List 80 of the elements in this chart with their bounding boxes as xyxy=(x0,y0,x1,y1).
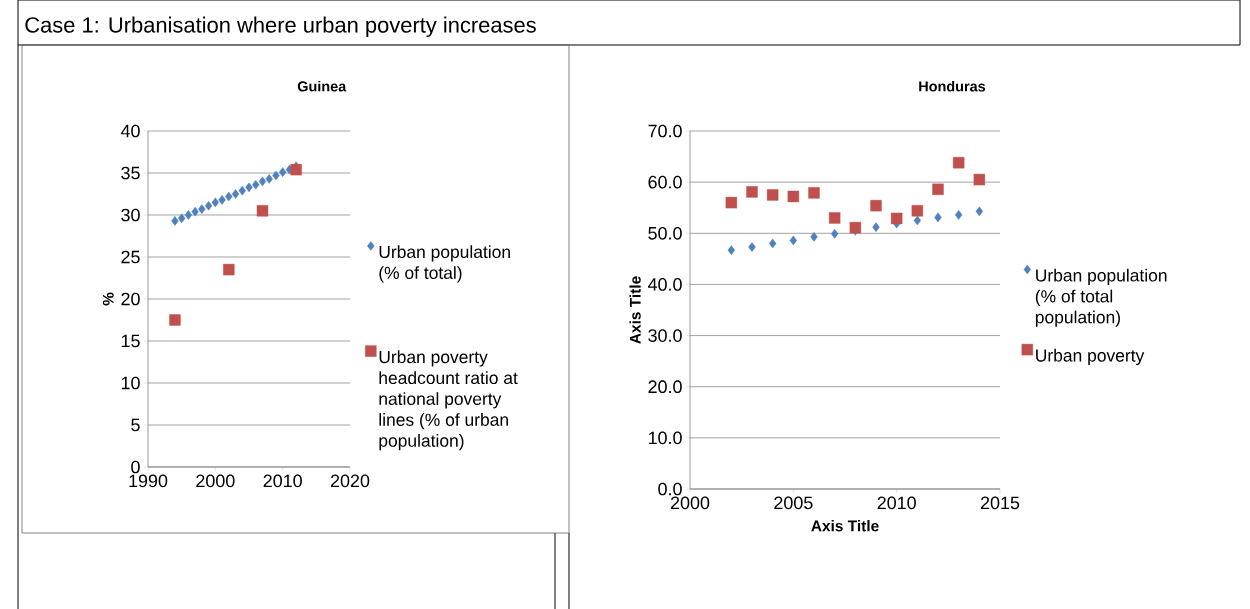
y-tick-label: 0.0 xyxy=(658,482,682,496)
point xyxy=(204,200,213,211)
point xyxy=(952,157,965,169)
point xyxy=(225,191,233,202)
point xyxy=(787,190,800,203)
point xyxy=(766,189,779,201)
point xyxy=(272,170,280,181)
point xyxy=(169,314,181,326)
point xyxy=(198,204,206,214)
x-tick-label: 2005 xyxy=(774,496,813,510)
point xyxy=(727,245,735,255)
point xyxy=(870,199,882,212)
y-tick-label: 40.0 xyxy=(647,278,682,291)
x-tick-label: 2015 xyxy=(980,496,1020,510)
y-tick-label: 20.0 xyxy=(648,380,682,394)
point xyxy=(223,263,235,276)
point xyxy=(789,235,797,246)
y-tick-label: 40 xyxy=(120,124,140,138)
point xyxy=(911,205,924,217)
y-tick-label: 10.0 xyxy=(648,431,682,445)
point xyxy=(245,182,253,193)
point xyxy=(725,196,738,209)
point xyxy=(810,232,818,242)
point xyxy=(211,197,219,208)
y-axis-title: % xyxy=(102,292,114,306)
x-tick-label: 1990 xyxy=(129,474,168,488)
y-tick-label: 60.0 xyxy=(648,175,682,189)
point xyxy=(932,183,944,195)
y-tick-label: 10 xyxy=(121,376,140,390)
point xyxy=(872,222,880,232)
point xyxy=(955,210,963,220)
point xyxy=(746,186,758,198)
x-tick-label: 2010 xyxy=(877,496,916,510)
x-tick-label: 2000 xyxy=(196,474,235,488)
point xyxy=(256,205,269,217)
point xyxy=(191,206,199,217)
point xyxy=(238,185,246,196)
point xyxy=(934,212,942,223)
legend-label: Urban population (% of total population) xyxy=(1035,268,1167,327)
text: Case 1: Urbanisation where urban poverty increases xyxy=(25,16,536,38)
point xyxy=(231,189,240,199)
y-tick-label: 30 xyxy=(121,208,140,222)
point xyxy=(178,213,186,224)
point xyxy=(184,210,193,220)
y-tick-label: 0 xyxy=(131,460,140,474)
point xyxy=(258,176,267,187)
point xyxy=(218,195,226,205)
point xyxy=(769,238,777,249)
y-tick-label: 20 xyxy=(121,292,140,306)
legend-label: Urban poverty headcount ratio at national poverty lines (% of urban population) xyxy=(379,350,518,451)
y-tick-label: 50.0 xyxy=(648,226,682,240)
point xyxy=(890,212,903,225)
point xyxy=(252,179,260,190)
point xyxy=(975,206,983,217)
legend-label: Urban poverty xyxy=(1036,348,1145,366)
point xyxy=(279,167,287,177)
point xyxy=(290,163,302,176)
point xyxy=(171,216,179,226)
y-tick-label: 70.0 xyxy=(648,124,682,138)
y-tick-label: 15 xyxy=(121,334,140,348)
point xyxy=(748,242,756,252)
y-axis-title: Axis Title xyxy=(629,276,641,344)
point xyxy=(913,215,921,226)
point xyxy=(831,229,839,239)
chart-title: Honduras xyxy=(919,80,986,92)
x-tick-label: 2000 xyxy=(670,496,710,510)
y-tick-label: 5 xyxy=(131,418,140,432)
x-tick-label: 2020 xyxy=(330,474,370,488)
point xyxy=(973,173,986,186)
x-tick-label: 2010 xyxy=(263,474,302,488)
point xyxy=(849,221,862,234)
y-tick-label: 25 xyxy=(121,250,140,264)
point xyxy=(828,212,841,224)
chart-title: Guinea xyxy=(297,80,347,92)
legend-label: Urban population (% of total) xyxy=(379,245,510,283)
point xyxy=(808,187,820,199)
y-tick-label: 35 xyxy=(121,166,140,180)
x-axis-title: Axis Title xyxy=(811,520,879,532)
y-tick-label: 30.0 xyxy=(648,329,682,342)
point xyxy=(265,174,273,184)
